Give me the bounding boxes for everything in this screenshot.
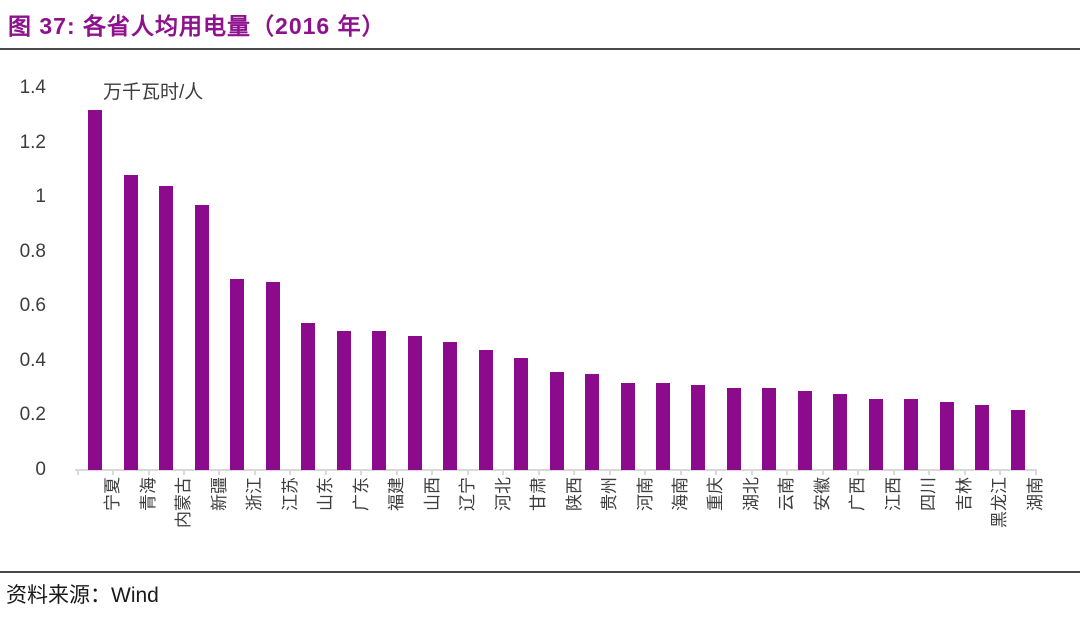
bar [443,341,458,470]
y-axis-tick-label: 0 [35,459,46,480]
bar [407,336,422,470]
bar [975,404,990,470]
x-axis-tick [324,470,327,475]
x-axis-category-label: 云南 [777,477,797,511]
x-axis-tick [679,470,682,475]
bar [88,109,103,470]
x-axis-tick [360,470,363,475]
bar [762,388,777,470]
source-note: 资料来源：Wind [6,579,159,609]
x-axis-category-label: 安徽 [812,477,832,511]
y-axis-tick-label: 0.8 [19,240,46,262]
x-axis-tick [147,470,150,475]
title-divider [0,48,1080,50]
x-axis-category-label: 吉林 [954,477,974,511]
x-axis-category-label: 青海 [138,477,158,511]
x-axis-tick [857,470,860,475]
y-axis-unit-label: 万千瓦时/人 [103,82,204,103]
x-axis-tick [999,470,1002,475]
y-axis-tick-label: 1.4 [19,76,46,98]
y-axis-tick-label: 0.4 [19,349,46,371]
bar [620,382,635,470]
x-axis-category-label: 湖北 [741,477,761,511]
source-value: Wind [111,584,159,607]
bar [655,382,670,470]
bar [1010,409,1025,470]
source-divider [0,571,1080,573]
x-axis-category-label: 宁夏 [103,477,123,511]
source-label: 资料来源： [6,583,111,607]
bar [301,322,316,470]
x-axis-category-label: 辽宁 [458,477,478,511]
bar [514,358,529,470]
bar [230,278,245,470]
y-axis-tick-label: 1.2 [19,131,46,153]
x-axis-tick [644,470,647,475]
x-axis-category-label: 黑龙江 [990,477,1010,528]
bar [939,401,954,470]
bar [194,205,209,470]
x-axis-category-label: 江西 [883,477,903,511]
x-axis-tick [715,470,718,475]
x-axis-category-label: 贵州 [600,477,620,511]
x-axis-tick [892,470,895,475]
x-axis-tick [821,470,824,475]
x-axis-tick [537,470,540,475]
y-axis-tick-label: 0.2 [19,404,46,426]
x-axis-category-label: 内蒙古 [174,477,194,528]
x-axis-tick [466,470,469,475]
bar [868,399,883,470]
bar [833,393,848,470]
x-axis-tick [573,470,576,475]
x-axis-category-label: 福建 [387,477,407,511]
x-axis-tick [963,470,966,475]
bar [904,399,919,470]
x-axis-category-label: 河北 [493,477,513,511]
x-axis-tick [253,470,256,475]
y-axis-tick-label: 1 [35,186,46,208]
x-axis-tick [183,470,185,475]
x-axis-category-label: 甘肃 [529,477,549,511]
x-axis-tick [786,470,789,475]
x-axis-category-label: 浙江 [245,477,265,511]
bar [123,175,138,470]
bar [726,388,741,470]
x-axis-tick [289,470,292,475]
x-axis-tick [928,470,931,475]
x-axis-category-label: 广东 [351,477,371,511]
x-axis-category-label: 重庆 [706,477,726,511]
x-axis-category-label: 海南 [670,477,690,511]
x-axis-tick [1034,470,1037,475]
x-axis-tick [608,470,611,475]
x-axis-category-label: 山东 [316,477,336,511]
x-axis-category-label: 陕西 [564,477,584,511]
x-axis-category-label: 山西 [422,477,442,511]
figure-title: 图 37: 各省人均用电量（2016 年） [8,13,386,39]
bar [478,349,493,470]
x-axis-tick [76,470,79,475]
bar [159,186,174,470]
x-axis-tick [431,470,434,475]
y-axis-tick-label: 0.6 [19,295,46,317]
bar [336,330,351,470]
bar [265,281,280,470]
x-axis-category-label: 湖南 [1025,477,1045,511]
x-axis-category-label: 广西 [848,477,868,511]
bar [691,385,706,470]
x-axis-tick [750,470,753,475]
x-axis-category-label: 新疆 [209,477,229,511]
bar [549,371,564,470]
x-axis-category-label: 河南 [635,477,655,511]
x-axis-tick [395,470,398,475]
x-axis-tick [112,470,115,475]
bar [797,390,812,470]
bar [372,330,387,470]
x-axis-tick [502,470,505,475]
x-axis-category-label: 江苏 [280,477,300,511]
bar [585,374,600,470]
x-axis-category-label: 四川 [919,477,939,511]
x-axis-line [75,469,1037,471]
x-axis-tick [218,470,221,475]
